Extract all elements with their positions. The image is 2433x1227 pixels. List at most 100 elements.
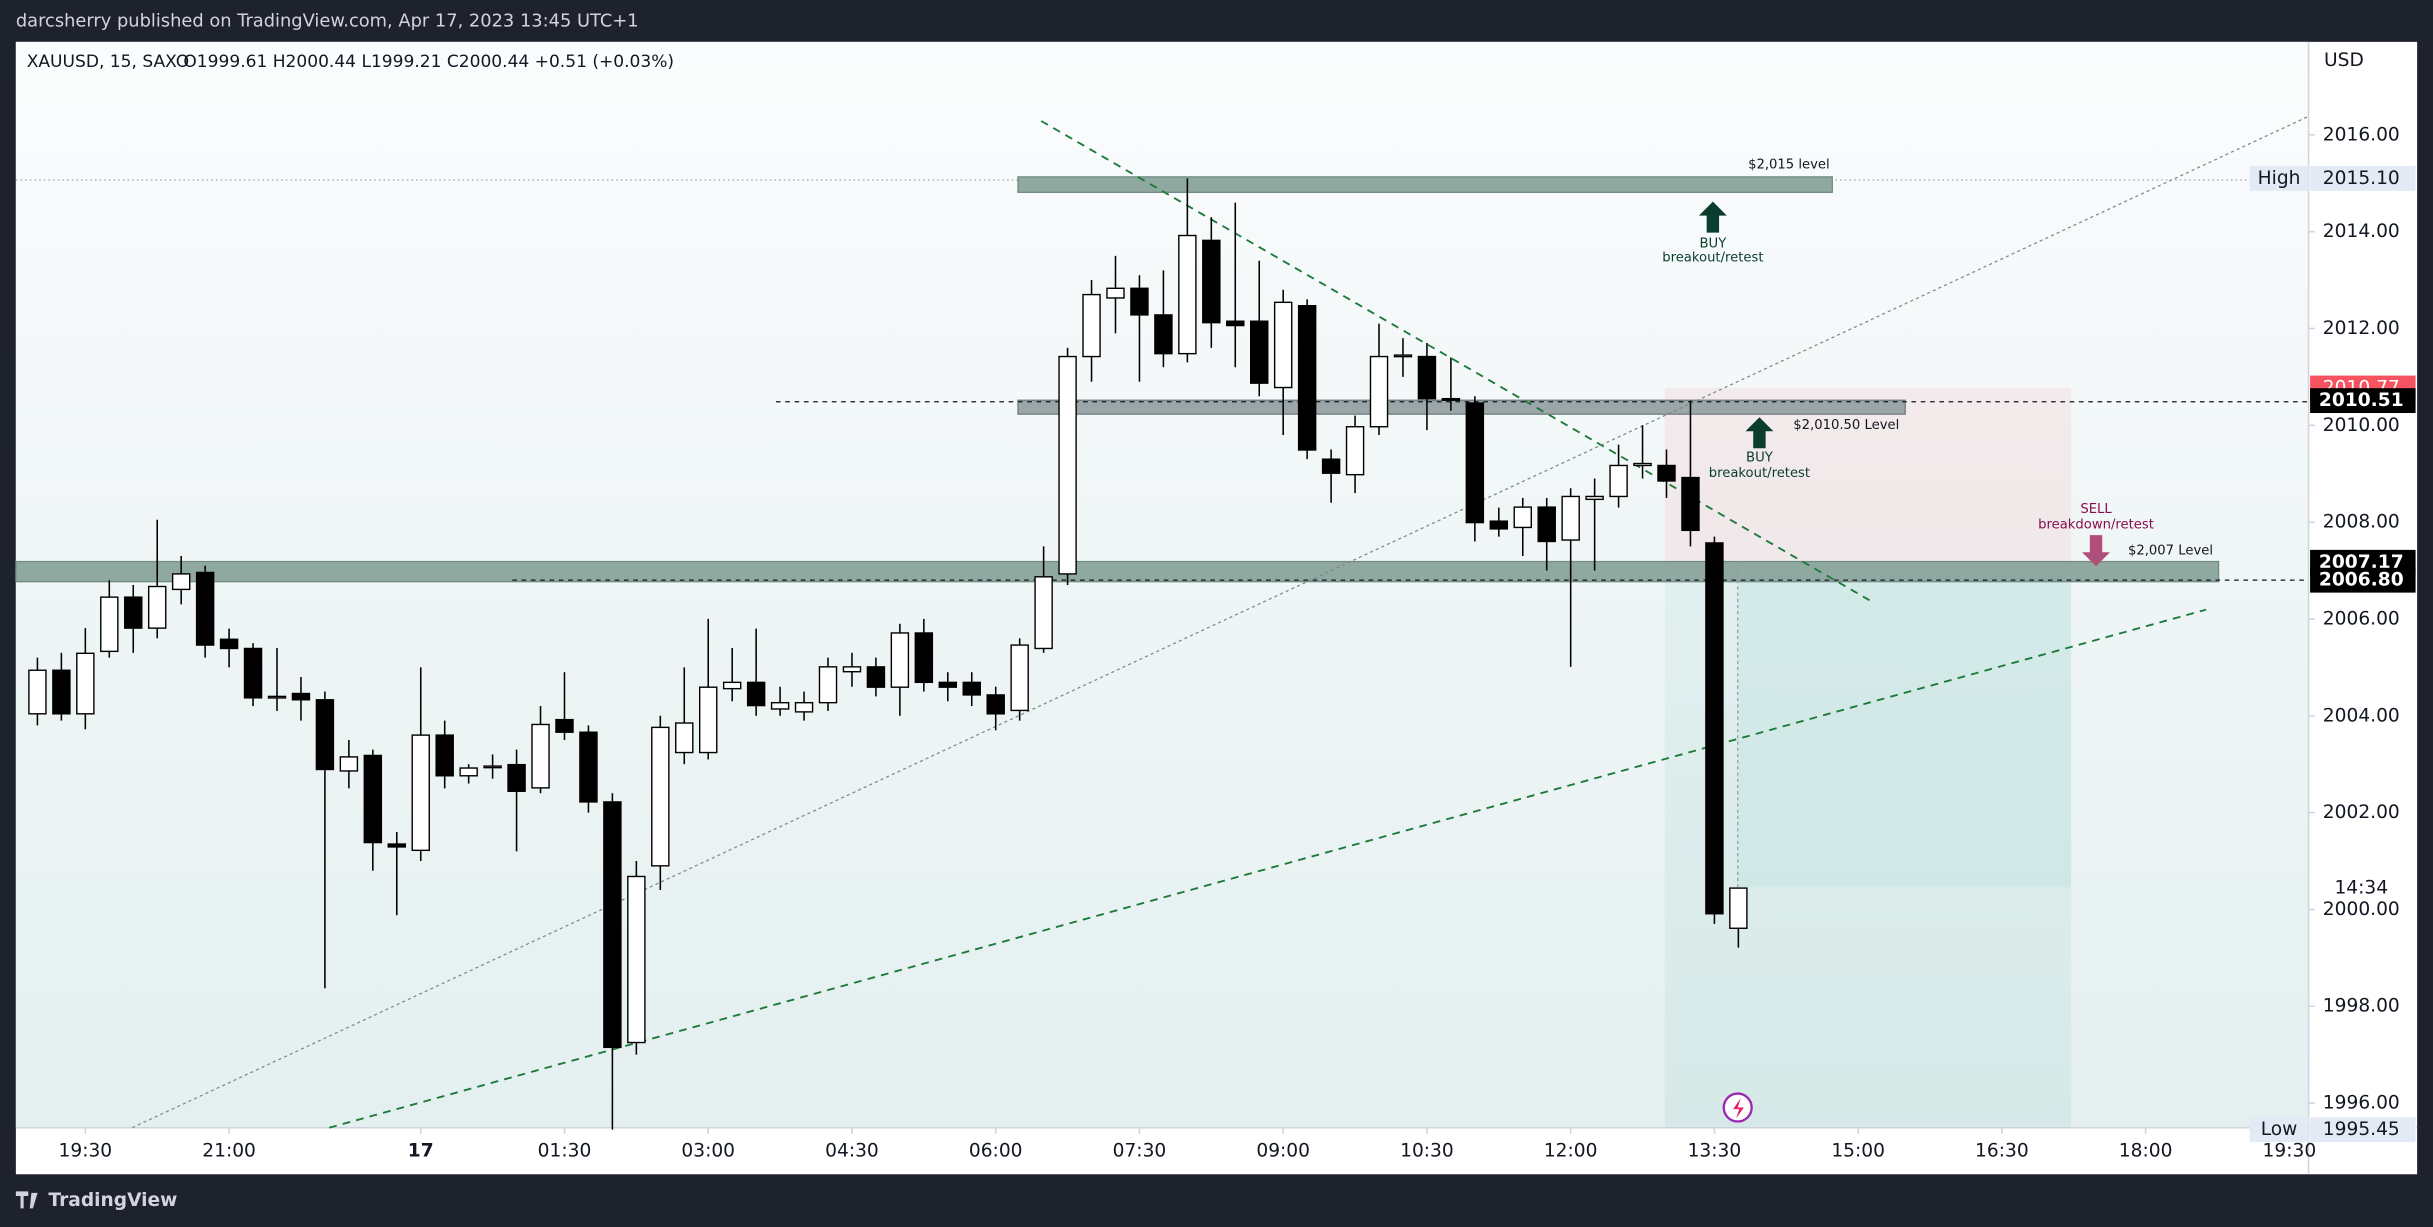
x-tick-label: 09:00 [1256,1140,1310,1161]
annotation: BUY [1700,237,1728,252]
zone-2007 [15,560,2220,583]
y-tick-label: 2012.00 [2323,318,2400,339]
candle-body [1010,644,1029,712]
stop-zone [1664,387,2072,562]
y-tick-label: 1996.00 [2323,1093,2400,1114]
candle-body [171,573,191,591]
candle-body [1705,542,1724,915]
annotation: $2,007 Level [2128,544,2213,559]
buy-arrow [1745,417,1774,449]
zone-2010-50 [1017,399,1906,415]
candle-body [675,722,694,754]
candle-body [1226,320,1245,327]
y-tick-label: 2014.00 [2323,221,2400,242]
x-tick-label: 21:00 [202,1140,256,1161]
price-tag-box [2249,165,2309,191]
candle-body [195,571,215,646]
candle-body [627,875,646,1044]
symbol-title: XAUUSD, 15, SAXO [27,52,189,72]
candle-body [890,632,910,688]
price-label-box [2310,567,2416,593]
price-label-box [2310,875,2416,901]
candle-body [1441,397,1461,401]
candle-body [579,731,598,803]
candle-body [1321,458,1341,474]
candle-body [147,585,167,629]
zone-2015 [1017,176,1833,193]
candle-body [1585,495,1604,501]
candle-body [1681,476,1700,532]
price-label: 2006.80 [2319,570,2404,591]
x-tick-label: 12:00 [1544,1140,1598,1161]
candle-body [339,756,359,772]
candle-body [1082,293,1101,358]
x-tick-label: 01:30 [538,1140,592,1161]
y-axis-label: USD [2324,50,2364,71]
x-tick-label: 18:00 [2119,1140,2173,1161]
y-tick-label: 2006.00 [2323,608,2400,629]
candle-body [938,681,958,688]
candle-body [1561,495,1580,541]
candle-body [1178,234,1197,355]
footer-logo [15,1191,38,1209]
candle-body [1273,301,1293,389]
candle-body [1465,402,1485,524]
candle-body [1513,506,1532,529]
price-label-box [2310,388,2416,414]
candle-body [794,701,814,713]
x-tick-label: 17 [408,1140,434,1161]
annotation: breakout/retest [1709,466,1810,481]
candle-body [1417,355,1437,400]
candle-body [531,723,550,789]
candle-body [1130,287,1149,316]
drawings [15,115,2309,1129]
candle-body [1345,426,1365,476]
candle-body [1393,354,1413,358]
footer-brand: TradingView [48,1190,177,1211]
candle-body [291,692,311,701]
candle-body [411,734,430,852]
filled-zone [1737,561,2072,888]
candle-body [387,843,407,848]
price-tag-box [2249,1117,2309,1143]
annotation: breakout/retest [1662,250,1763,265]
candle-body [315,699,335,771]
price-label: 14:34 [2334,878,2388,899]
target-zone [1664,561,2072,1128]
candle-body [507,763,526,792]
candle-body [219,638,239,650]
candle-body [1034,576,1053,650]
price-label: 1995.45 [2323,1119,2400,1140]
price-label-box [2310,1117,2416,1143]
candle-body [483,765,502,769]
candle-body [100,596,119,653]
candle-body [28,669,47,715]
candle-body [770,701,790,710]
candle-body [1657,464,1676,482]
candle-body [1106,287,1125,299]
trendline [1040,120,1871,602]
ohlc-legend: O1999.61 H2000.44 L1999.21 C2000.44 +0.5… [183,52,674,72]
y-tick-label: 2000.00 [2323,899,2400,920]
price-label: 2010.51 [2319,390,2404,411]
event-icon-bolt [1733,1098,1744,1119]
candle-body [914,632,934,684]
candle-body [1633,462,1652,467]
x-tick-label: 15:00 [1831,1140,1885,1161]
price-label: 2015.10 [2323,168,2400,189]
annotation: BUY [1746,451,1774,466]
candle-body [1609,464,1628,498]
candle-body [818,666,838,704]
price-label: 2007.17 [2319,552,2404,573]
candle-body [986,694,1005,715]
plot-area [15,41,2309,1128]
candle-body [651,726,670,867]
candle-body [363,754,383,844]
candle-body [76,652,95,715]
candle-body [603,801,622,1049]
candle-body [1729,887,1748,929]
price-tag: High [2258,168,2301,189]
x-tick-label: 19:30 [59,1140,113,1161]
